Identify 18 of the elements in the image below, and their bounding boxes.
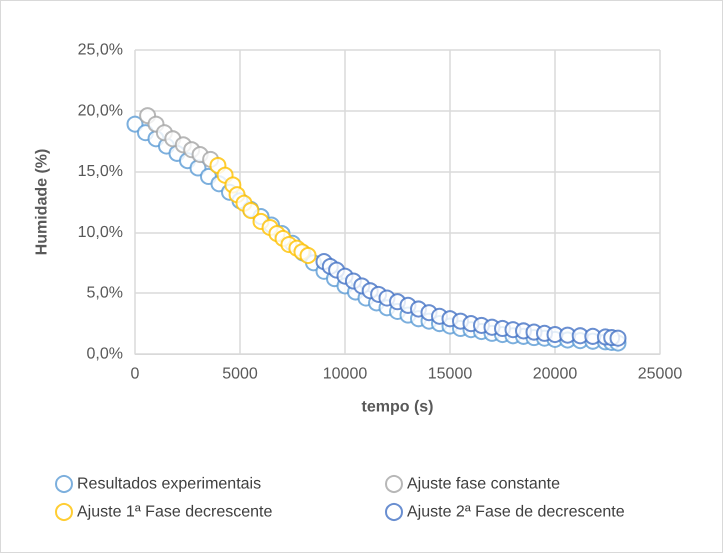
legend-label: Ajuste 1ª Fase decrescente [77,504,272,520]
x-tick-label: 0 [130,366,140,382]
y-axis-title: Humidade (%) [34,148,50,256]
y-tick-label: 5,0% [86,284,123,302]
y-tick-label: 15,0% [78,163,123,180]
x-tick-label: 25000 [638,366,682,382]
x-tick-label: 5000 [222,366,258,382]
x-axis-title: tempo (s) [362,398,434,416]
x-tick-label: 20000 [532,366,578,382]
x-tick-label: 15000 [428,366,472,382]
legend-label: Ajuste 2ª Fase de decrescente [407,504,625,520]
legend-label: Ajuste fase constante [407,476,560,492]
x-tick-label: 10000 [322,366,368,382]
y-tick-label: 10,0% [78,224,123,241]
y-tick-label: 20,0% [78,102,123,120]
y-tick-label: 0,0% [86,346,123,362]
legend-label: Resultados experimentais [77,476,262,492]
y-tick-label: 25,0% [78,42,123,58]
